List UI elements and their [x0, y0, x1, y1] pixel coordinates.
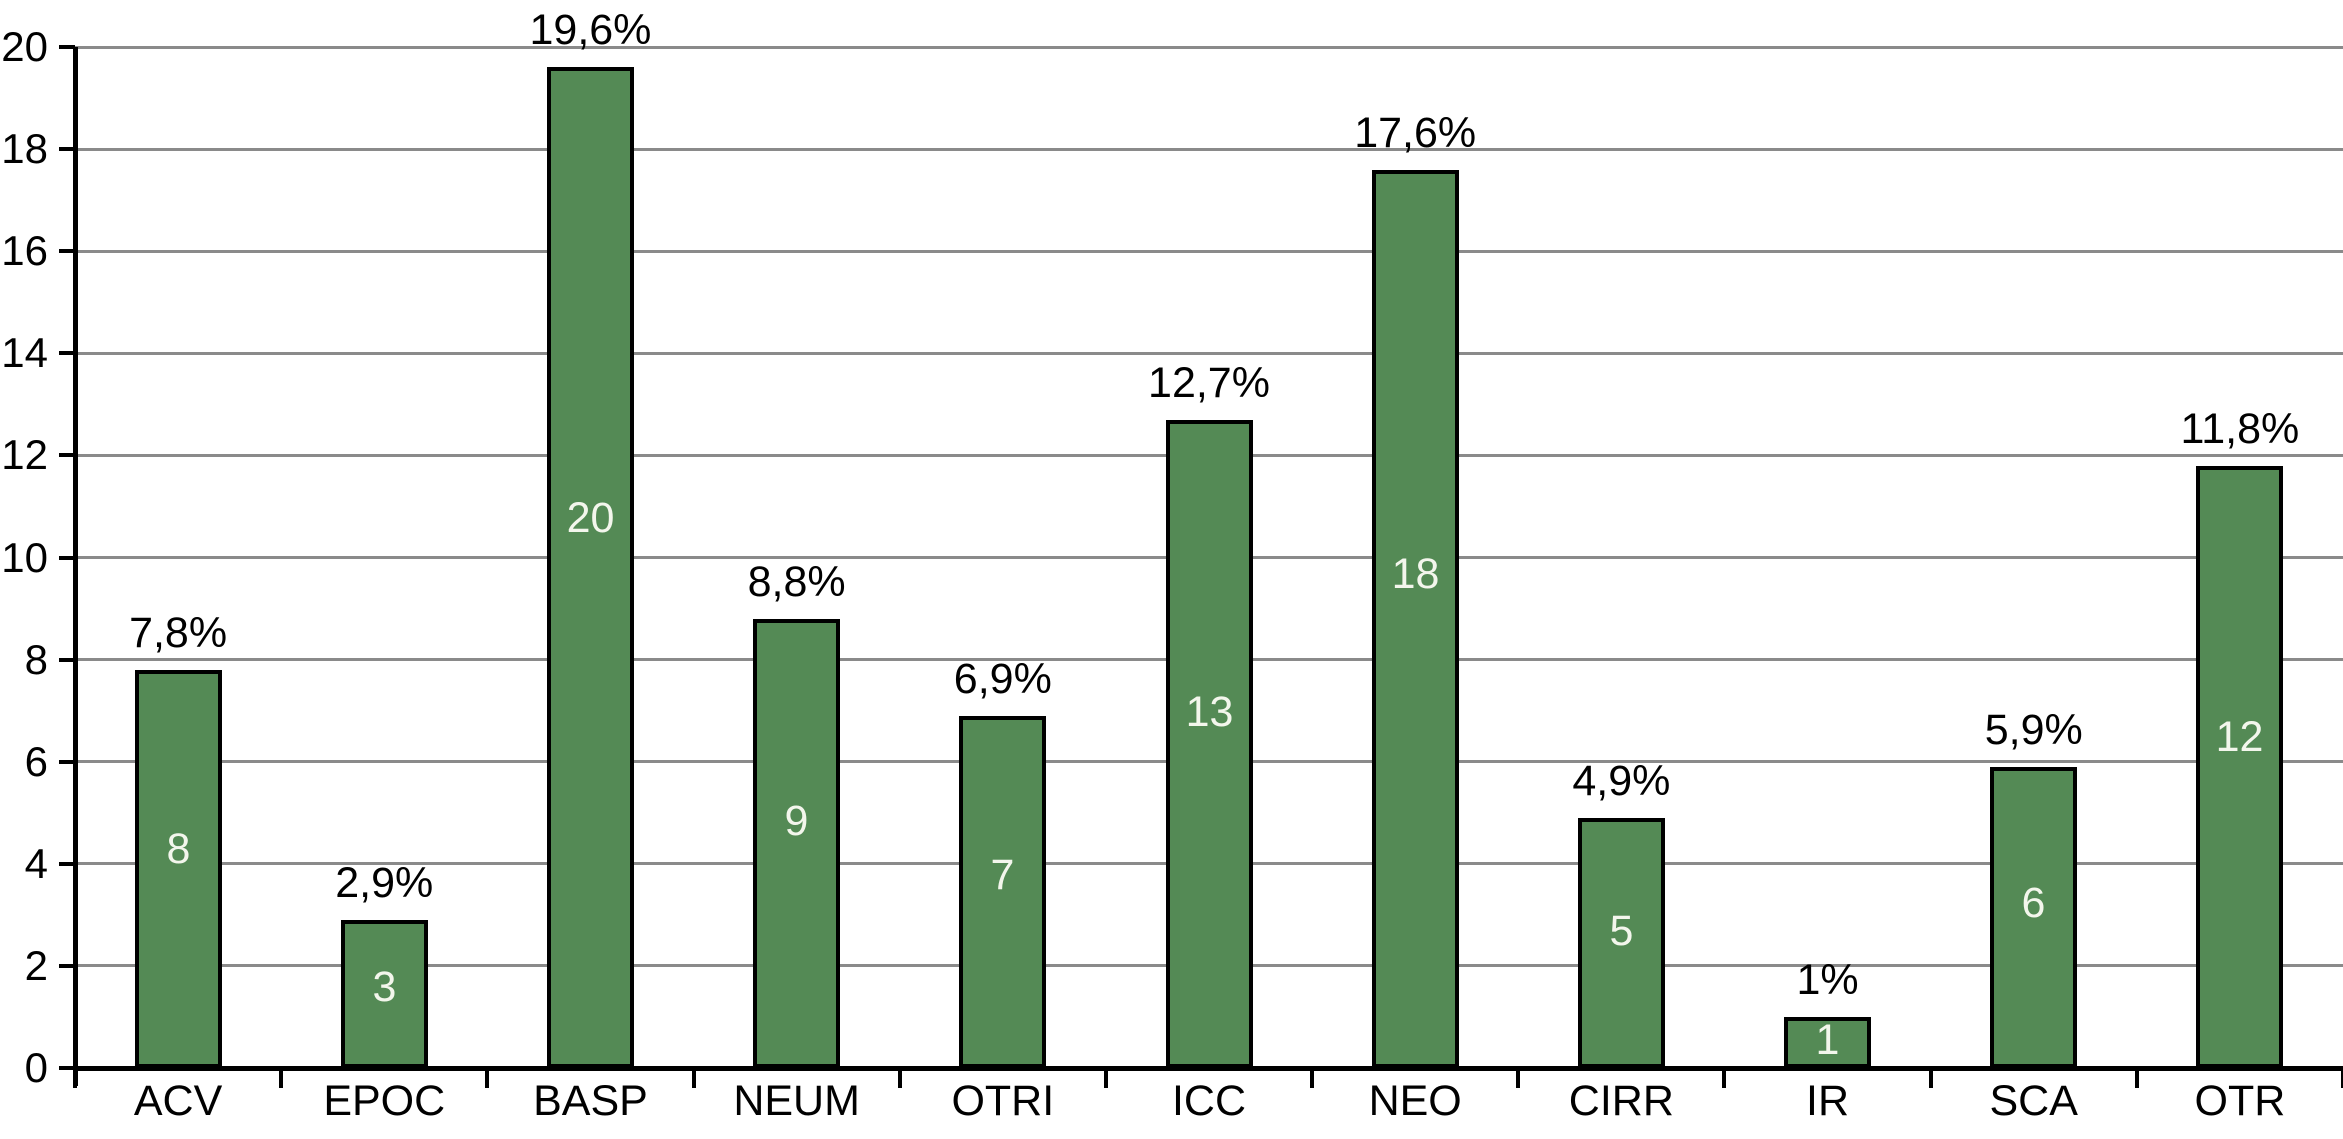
x-axis-tick	[897, 1068, 902, 1088]
y-axis-tick	[59, 963, 75, 968]
y-axis-label: 16	[1, 227, 48, 275]
x-axis-tick	[279, 1068, 284, 1088]
bar-count-label-acv: 8	[166, 825, 191, 874]
x-axis-tick	[1722, 1068, 1727, 1088]
x-axis-tick	[1103, 1068, 1108, 1088]
y-axis-label: 6	[24, 737, 48, 785]
bar-count-label-neo: 18	[1391, 550, 1440, 599]
bar-percent-label-otr: 11,8%	[2180, 404, 2300, 453]
x-axis-label-ir: IR	[1806, 1077, 1850, 1125]
bar-count-label-cirr: 5	[1609, 906, 1634, 955]
bar-percent-label-neum: 8,8%	[747, 557, 846, 606]
y-axis-tick	[59, 453, 75, 458]
y-axis-label: 4	[24, 839, 48, 887]
x-axis-label-sca: SCA	[1989, 1077, 2078, 1125]
bar-count-label-otri: 7	[990, 850, 1015, 899]
x-axis-label-otr: OTR	[2194, 1077, 2286, 1125]
y-axis-tick	[59, 861, 75, 866]
x-axis-line	[72, 1065, 2343, 1071]
x-axis-label-icc: ICC	[1171, 1077, 1247, 1125]
y-axis-tick	[59, 249, 75, 254]
x-axis-label-epoc: EPOC	[323, 1077, 446, 1125]
x-axis-tick	[485, 1068, 490, 1088]
x-axis-tick	[1928, 1068, 1933, 1088]
x-axis-tick	[1310, 1068, 1315, 1088]
y-axis-label: 20	[1, 23, 48, 70]
bar-ir: 1	[1784, 1016, 1871, 1068]
bar-percent-label-acv: 7,8%	[129, 608, 228, 657]
y-axis-tick	[59, 351, 75, 356]
bar-basp: 20	[547, 67, 634, 1068]
y-axis-label: 0	[24, 1044, 48, 1091]
x-axis-label-cirr: CIRR	[1568, 1077, 1674, 1125]
gridline-y20	[75, 45, 2343, 49]
gridline-y14	[75, 351, 2343, 355]
y-axis-label: 2	[24, 941, 48, 989]
y-axis-label: 18	[1, 125, 48, 173]
x-axis-label-acv: ACV	[133, 1077, 223, 1125]
bar-neo: 18	[1372, 169, 1459, 1068]
bar-neum: 9	[753, 618, 840, 1068]
y-axis-line	[72, 47, 78, 1086]
x-axis-tick	[2134, 1068, 2139, 1088]
bar-percent-label-icc: 12,7%	[1148, 358, 1270, 407]
bar-acv: 8	[135, 669, 222, 1068]
bar-count-label-epoc: 3	[372, 962, 397, 1011]
bar-count-label-sca: 6	[2021, 878, 2046, 927]
y-axis-tick	[59, 759, 75, 764]
bar-percent-label-ir: 1%	[1796, 955, 1859, 1004]
bar-count-label-otr: 12	[2215, 713, 2264, 762]
y-axis-label: 14	[1, 329, 48, 377]
bar-epoc: 3	[341, 919, 428, 1068]
bar-count-label-icc: 13	[1185, 687, 1234, 736]
bar-sca: 6	[1990, 766, 2077, 1068]
x-axis-tick	[2341, 1068, 2343, 1088]
bar-percent-label-basp: 19,6%	[529, 6, 652, 55]
bar-percent-label-sca: 5,9%	[1984, 705, 2083, 754]
bar-otri: 7	[959, 715, 1046, 1068]
bar-count-label-neum: 9	[784, 797, 809, 846]
gridline-y16	[75, 249, 2343, 253]
bar-percent-label-cirr: 4,9%	[1572, 756, 1671, 805]
y-axis-tick	[59, 657, 75, 662]
y-axis-tick	[59, 555, 75, 560]
bar-otr: 12	[2196, 465, 2283, 1068]
bar-cirr: 5	[1578, 817, 1665, 1068]
bar-count-label-ir: 1	[1815, 1016, 1840, 1065]
x-axis-tick	[691, 1068, 696, 1088]
y-axis-tick	[59, 147, 75, 152]
y-axis-tick	[59, 1066, 75, 1070]
bar-percent-label-epoc: 2,9%	[335, 858, 434, 907]
bar-percent-label-neo: 17,6%	[1354, 108, 1477, 157]
x-axis-tick	[1516, 1068, 1521, 1088]
y-axis-tick	[59, 45, 75, 49]
y-axis-label: 12	[1, 431, 48, 479]
x-axis-label-otri: OTRI	[951, 1077, 1055, 1125]
x-axis-label-neo: NEO	[1368, 1077, 1462, 1125]
y-axis-label: 10	[1, 533, 48, 581]
x-axis-label-neum: NEUM	[733, 1077, 860, 1125]
bar-percent-label-otri: 6,9%	[953, 654, 1052, 703]
bar-count-label-basp: 20	[566, 494, 615, 543]
gridline-y18	[75, 147, 2343, 151]
y-axis-label: 8	[24, 635, 48, 683]
bar-icc: 13	[1166, 419, 1253, 1068]
x-axis-label-basp: BASP	[533, 1077, 648, 1125]
